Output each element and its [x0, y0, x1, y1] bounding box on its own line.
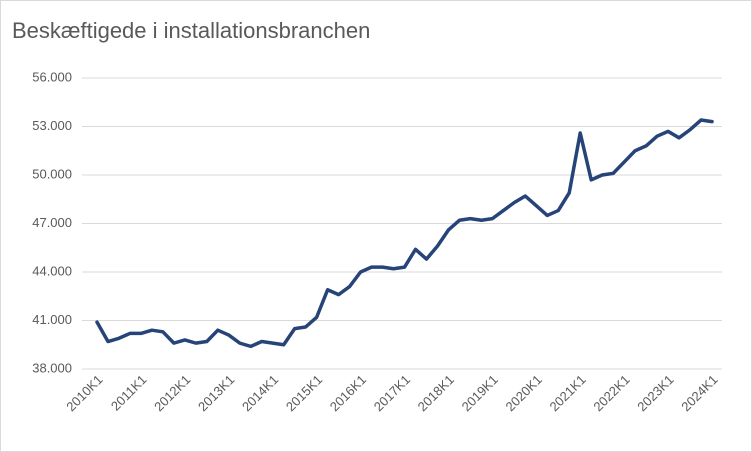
y-tick-label: 56.000 — [32, 69, 72, 84]
y-tick-label: 50.000 — [32, 166, 72, 181]
y-tick-label: 38.000 — [32, 360, 72, 375]
chart-title: Beskæftigede i installationsbranchen — [12, 18, 370, 43]
data-line — [95, 118, 714, 349]
y-tick-label: 44.000 — [32, 263, 72, 278]
y-tick-label: 53.000 — [32, 118, 72, 133]
y-tick-label: 41.000 — [32, 312, 72, 327]
y-tick-label: 47.000 — [32, 215, 72, 230]
